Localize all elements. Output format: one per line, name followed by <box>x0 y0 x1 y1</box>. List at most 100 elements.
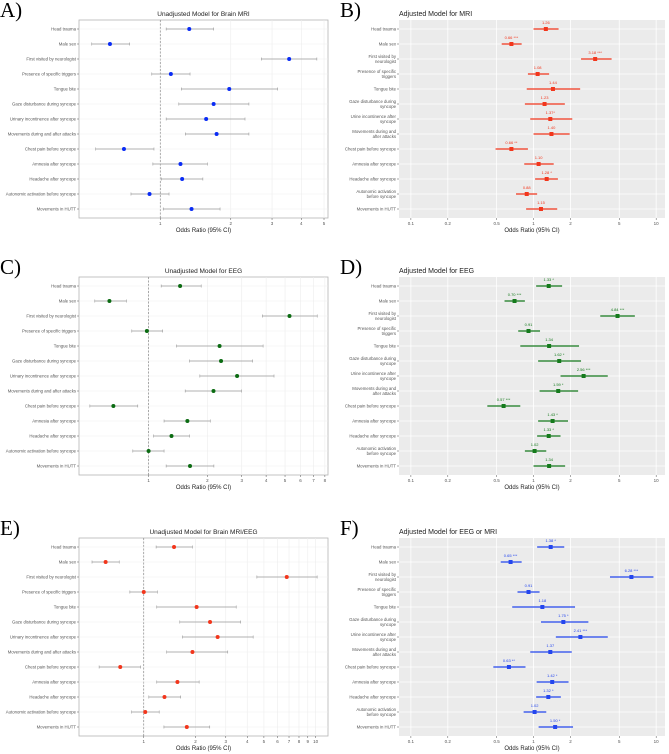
x-tick-label: 0.2 <box>445 739 452 744</box>
category-label: Headache after syncope <box>29 177 76 182</box>
category-label: Male sex <box>59 299 77 304</box>
category-label: First visited by neurologist <box>369 311 397 321</box>
x-tick-label: 8 <box>298 739 301 744</box>
category-label-line: Head trauma <box>371 284 396 289</box>
category-label: Male sex <box>59 42 77 47</box>
category-label-line: Autonomic activation <box>356 707 396 712</box>
category-label: Headache after syncope <box>349 177 396 182</box>
odds-ratio-point <box>217 344 222 348</box>
category-label-line: First visited by neurologist <box>26 314 76 319</box>
category-label-line: Amnesia after syncope <box>32 419 76 424</box>
category-label-line: Amnesia after syncope <box>352 680 396 685</box>
category-label: Urine incontinence after syncope <box>351 632 397 642</box>
odds-ratio-point <box>532 710 537 714</box>
category-label-line: syncope <box>380 376 397 381</box>
category-label-line: Amnesia after syncope <box>32 162 76 167</box>
odds-ratio-point <box>287 314 292 318</box>
category-label: Chest pain before syncope <box>345 147 397 152</box>
odds-ratio-point <box>561 620 566 624</box>
category-label: Tongue bite <box>54 344 77 349</box>
category-label: Head trauma <box>371 284 396 289</box>
odds-ratio-point <box>189 207 194 211</box>
odds-ratio-label: 0.91 <box>525 583 534 588</box>
forest-plot: Adjusted Model for MRI 0.1 0.2 0.5 1 2 5 10 Odds… <box>345 11 665 234</box>
category-label-line: Urinary incontinence after syncope <box>10 374 77 379</box>
odds-ratio-point <box>215 635 220 639</box>
x-tick-label: 0.1 <box>408 221 415 226</box>
category-label-line: Chest pain before syncope <box>25 665 77 670</box>
category-label: Male sex <box>379 560 397 565</box>
odds-ratio-point <box>508 560 513 564</box>
category-label-line: Tongue bite <box>374 87 397 92</box>
odds-ratio-point <box>553 725 558 729</box>
category-label-line: Headache after syncope <box>29 695 76 700</box>
category-label-line: First visited by <box>369 572 397 577</box>
category-label: Amnesia after syncope <box>32 162 76 167</box>
category-label-line: Gaze disturbance during <box>349 99 396 104</box>
category-label: Amnesia after syncope <box>32 419 76 424</box>
odds-ratio-point <box>185 419 190 423</box>
x-tick-label: 4 <box>300 221 303 226</box>
category-label: Presence of specific triggers <box>358 326 397 336</box>
x-tick-label: 0.5 <box>493 221 500 226</box>
x-tick-label: 7 <box>312 478 315 483</box>
x-tick-label: 10 <box>654 221 660 226</box>
x-axis-label: Odds Ratio (95% CI) <box>176 228 231 234</box>
category-label: Amnesia after syncope <box>352 419 396 424</box>
panel-letter: D) <box>340 255 363 279</box>
category-label-line: Urine incontinence after <box>351 632 397 637</box>
x-tick-label: 10 <box>313 739 319 744</box>
odds-ratio-point <box>509 147 514 151</box>
x-tick-label: 10 <box>654 478 660 483</box>
category-label-line: Gaze disturbance during syncope <box>12 102 77 107</box>
category-label: Movements during and after attacks <box>8 389 76 394</box>
x-tick-label: 4 <box>265 478 268 483</box>
category-label: Head trauma <box>371 27 396 32</box>
category-label-line: Presence of specific <box>358 587 397 592</box>
odds-ratio-label: 1.42 * <box>547 673 558 678</box>
category-label: Chest pain before syncope <box>25 665 77 670</box>
x-tick-label: 1 <box>532 739 535 744</box>
category-label-line: Tongue bite <box>54 605 77 610</box>
category-label-line: Tongue bite <box>374 605 397 610</box>
category-label-line: Urinary incontinence after syncope <box>10 635 77 640</box>
category-label-line: Movements in HUTT <box>37 464 77 469</box>
x-tick-label: 0.5 <box>493 478 500 483</box>
odds-ratio-point <box>184 725 189 729</box>
category-label-line: after attacks <box>373 391 396 396</box>
panel-letter: A) <box>0 0 23 22</box>
panel-letter: F) <box>340 516 359 540</box>
category-label-line: Amnesia after syncope <box>352 162 396 167</box>
forest-plot: Adjusted Model for EEG 0.1 0.2 0.5 1 2 5 10 Odds… <box>345 268 665 491</box>
odds-ratio-point <box>190 650 195 654</box>
category-label: Tongue bite <box>54 87 77 92</box>
odds-ratio-point <box>550 680 555 684</box>
category-label-line: Tongue bite <box>54 344 77 349</box>
category-label-line: First visited by <box>369 311 397 316</box>
odds-ratio-label: 1.10 <box>535 155 544 160</box>
odds-ratio-point <box>550 419 555 423</box>
odds-ratio-label: 1.59 * <box>553 382 564 387</box>
forest-plot: Unadjusted Model for EEG 1 2 3 4 5 6 7 8 Odds Rat… <box>6 268 329 491</box>
category-label: Male sex <box>59 560 77 565</box>
category-label: Urinary incontinence after syncope <box>10 117 77 122</box>
category-label-line: Chest pain before syncope <box>25 147 77 152</box>
category-label-line: syncope <box>380 104 397 109</box>
odds-ratio-point <box>546 434 551 438</box>
category-label: Male sex <box>379 299 397 304</box>
x-tick-label: 5 <box>618 478 621 483</box>
x-tick-label: 5 <box>263 739 266 744</box>
category-label: Autonomic activation before syncope <box>6 710 77 715</box>
category-label-line: neurologist <box>375 577 397 582</box>
odds-ratio-label: 3.18 *** <box>588 50 602 55</box>
odds-ratio-point <box>118 665 123 669</box>
x-axis-label: Odds Ratio (95% CI) <box>176 485 231 491</box>
category-label: Tongue bite <box>54 605 77 610</box>
category-label-line: Headache after syncope <box>29 434 76 439</box>
odds-ratio-label: 1.33 * <box>543 277 554 282</box>
category-label: Headache after syncope <box>349 695 396 700</box>
odds-ratio-point <box>550 87 555 91</box>
category-label-line: after attacks <box>373 652 396 657</box>
x-tick-label: 1 <box>159 221 162 226</box>
category-label-line: syncope <box>380 361 397 366</box>
